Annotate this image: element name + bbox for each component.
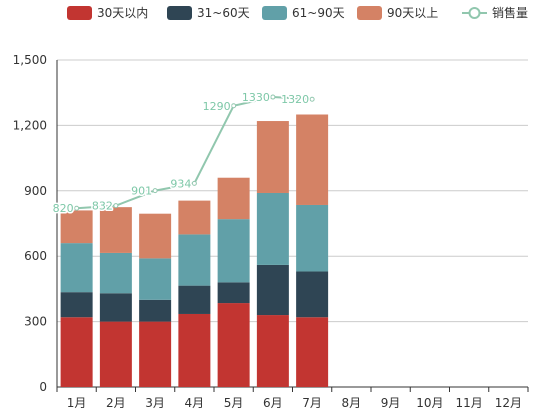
- x-tick-label: 11月: [455, 396, 482, 410]
- bar-segment: [60, 243, 93, 293]
- legend-swatch: [167, 6, 192, 20]
- legend-item: 销售量: [462, 5, 528, 20]
- line-point: [231, 103, 237, 109]
- legend-label: 90天以上: [387, 6, 438, 20]
- x-tick-label: 7月: [302, 396, 322, 410]
- bar-segment: [178, 234, 211, 286]
- line-data-label: 820: [53, 202, 74, 215]
- bar-segment: [178, 285, 211, 314]
- x-tick-label: 1月: [67, 396, 87, 410]
- bar-segment: [256, 264, 289, 316]
- bar-segment: [217, 219, 250, 283]
- legend-swatch: [262, 6, 287, 20]
- legend-label: 30天以内: [97, 6, 148, 20]
- bar-segment: [139, 321, 172, 387]
- line-data-label: 1320: [281, 93, 309, 106]
- bar-segment: [217, 282, 250, 304]
- line-point: [74, 205, 80, 211]
- bar-segment: [217, 303, 250, 387]
- bar-segment: [296, 317, 329, 387]
- bar-segment: [256, 121, 289, 193]
- line-data-label: 901: [131, 185, 152, 198]
- bar-segment: [256, 192, 289, 265]
- x-tick-label: 6月: [263, 396, 283, 410]
- bar-segment: [296, 114, 329, 205]
- bar-segment: [178, 200, 211, 235]
- legend-swatch: [357, 6, 382, 20]
- y-tick-label: 600: [24, 249, 47, 263]
- legend-item: 31~60天: [167, 6, 250, 20]
- bar-segment: [139, 299, 172, 322]
- x-tick-label: 10月: [416, 396, 443, 410]
- x-tick-label: 9月: [381, 396, 401, 410]
- line-point: [152, 188, 158, 194]
- line-point: [191, 180, 197, 186]
- x-tick-label: 12月: [495, 396, 522, 410]
- bar-segment: [256, 315, 289, 387]
- x-tick-label: 2月: [106, 396, 126, 410]
- bar-segment: [296, 271, 329, 318]
- bar-segment: [99, 321, 132, 387]
- legend-label: 61~90天: [292, 6, 345, 20]
- line-point: [309, 96, 315, 102]
- x-tick-label: 3月: [145, 396, 165, 410]
- line-data-label: 1330: [242, 91, 270, 104]
- line-point: [113, 203, 119, 209]
- x-tick-label: 4月: [185, 396, 205, 410]
- y-tick-label: 300: [24, 315, 47, 329]
- y-tick-label: 1,500: [13, 53, 47, 67]
- y-tick-label: 0: [39, 380, 47, 394]
- bar-segment: [217, 177, 250, 220]
- y-tick-label: 900: [24, 184, 47, 198]
- bar-segment: [178, 313, 211, 387]
- bar-segment: [99, 252, 132, 294]
- line-data-label: 832: [92, 200, 113, 213]
- legend-label: 31~60天: [197, 6, 250, 20]
- legend-label: 销售量: [492, 5, 528, 20]
- bar-segment: [99, 293, 132, 322]
- legend-swatch: [67, 6, 92, 20]
- bar-segment: [139, 258, 172, 300]
- line-data-label: 1290: [203, 100, 231, 113]
- legend-marker: [468, 7, 481, 19]
- bar-segment: [60, 317, 93, 387]
- bar-segment: [296, 204, 329, 272]
- line-data-label: 934: [170, 177, 191, 190]
- bar-segment: [139, 213, 172, 259]
- x-tick-label: 5月: [224, 396, 244, 410]
- y-tick-label: 1,200: [13, 118, 47, 132]
- bar-segment: [60, 210, 93, 244]
- legend-item: 90天以上: [357, 6, 438, 20]
- bar-segment: [99, 207, 132, 253]
- bar-segment: [60, 292, 93, 318]
- line-point: [270, 94, 276, 100]
- legend-item: 61~90天: [262, 6, 345, 20]
- legend-item: 30天以内: [67, 6, 148, 20]
- x-tick-label: 8月: [342, 396, 362, 410]
